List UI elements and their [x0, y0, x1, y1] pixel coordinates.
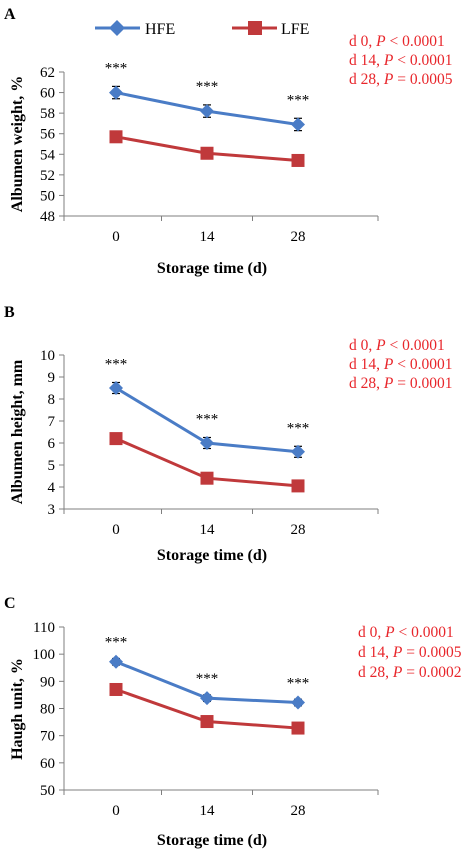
- data-point-hfe: [291, 117, 305, 132]
- y-tick-label: 56: [40, 127, 56, 143]
- panel-b-plot: 3 4 5 6 7 8 9 10 0 14 28 *** *** ***: [40, 348, 379, 538]
- y-tick-label: 10: [40, 348, 55, 364]
- panel-c-stat-1: d 14, P = 0.0005: [358, 644, 462, 661]
- y-tick-label: 4: [48, 480, 56, 496]
- data-point-hfe: [109, 381, 123, 395]
- data-point-lfe: [200, 715, 214, 729]
- data-point-lfe: [109, 432, 123, 446]
- data-point-hfe: [200, 436, 214, 450]
- panel-b-stat-2: d 28, P = 0.0001: [349, 375, 452, 392]
- data-point-hfe: [200, 104, 214, 119]
- y-tick-label: 5: [48, 458, 56, 474]
- data-point-lfe: [109, 682, 123, 696]
- panel-a-xlabel: Storage time (d): [157, 260, 267, 277]
- data-point-hfe: [291, 695, 305, 710]
- significance-label: ***: [196, 671, 219, 687]
- x-tick-label: 14: [200, 229, 216, 245]
- y-tick-label: 54: [40, 147, 56, 163]
- x-tick-label: 14: [200, 803, 216, 819]
- data-point-lfe: [291, 479, 305, 493]
- data-point-lfe: [200, 146, 214, 160]
- y-tick-label: 50: [40, 188, 55, 204]
- x-tick-label: 0: [112, 522, 120, 538]
- significance-label: ***: [287, 675, 310, 691]
- significance-label: ***: [196, 79, 219, 95]
- panel-c-xlabel: Storage time (d): [157, 832, 267, 849]
- x-tick-label: 0: [112, 229, 120, 245]
- legend-lfe-label: LFE: [281, 21, 309, 38]
- data-point-lfe: [109, 130, 123, 144]
- panel-b-xlabel: Storage time (d): [157, 547, 267, 564]
- panel-b-ylabel: Albumen height, mm: [9, 359, 26, 504]
- significance-label: ***: [105, 357, 128, 373]
- x-tick-label: 0: [112, 803, 120, 819]
- y-tick-label: 70: [40, 729, 55, 745]
- y-tick-label: 110: [33, 620, 55, 636]
- y-tick-label: 6: [48, 436, 56, 452]
- panel-b-stat-1: d 14, P < 0.0001: [349, 356, 452, 373]
- panel-c-stat-2: d 28, P = 0.0002: [358, 664, 461, 681]
- panel-c-stat-0: d 0, P < 0.0001: [358, 624, 454, 641]
- panel-c-plot: 50 60 70 80 90 100 110 0 14 28 *** *** ***: [33, 620, 379, 819]
- panel-a-ylabel: Albumen weight, %: [9, 76, 26, 212]
- significance-label: ***: [287, 420, 310, 436]
- x-tick-label: 14: [200, 522, 216, 538]
- panel-c: C Haugh unit, % 50 60 70 80 90 100 110 0 14 28 ***…: [4, 595, 462, 849]
- legend: HFE LFE: [95, 20, 309, 38]
- panel-a-plot: 48 50 52 54 56 58 60 62 0 14 28 *** *** ***: [40, 60, 379, 245]
- data-point-hfe: [291, 444, 305, 459]
- panel-c-ylabel: Haugh unit, %: [9, 658, 26, 760]
- y-tick-label: 100: [33, 647, 56, 663]
- y-tick-label: 50: [40, 783, 55, 799]
- panel-b: B Albumen height, mm 3 4 5 6 7 8 9 10 0 14 28 *** **…: [4, 304, 452, 564]
- y-tick-label: 90: [40, 674, 55, 690]
- y-tick-label: 48: [40, 209, 55, 225]
- data-point-lfe: [291, 721, 305, 735]
- data-point-hfe: [109, 85, 123, 100]
- data-point-hfe: [200, 691, 214, 706]
- panel-a-letter: A: [4, 6, 16, 23]
- significance-label: ***: [287, 92, 310, 108]
- y-tick-label: 60: [40, 86, 55, 102]
- legend-lfe-marker: [248, 21, 262, 35]
- panel-b-letter: B: [4, 304, 15, 321]
- panel-c-letter: C: [4, 595, 16, 612]
- y-tick-label: 7: [48, 414, 56, 430]
- y-tick-label: 80: [40, 702, 55, 718]
- data-point-hfe: [109, 654, 123, 669]
- panel-b-stat-0: d 0, P < 0.0001: [349, 337, 445, 354]
- legend-hfe-label: HFE: [145, 21, 175, 38]
- significance-label: ***: [105, 60, 128, 76]
- panel-a-stat-2: d 28, P = 0.0005: [349, 71, 453, 88]
- panel-a: A HFE LFE Albumen weight, % 48 50 52 54 56 58…: [4, 6, 453, 277]
- y-tick-label: 58: [40, 106, 55, 122]
- x-tick-label: 28: [291, 522, 306, 538]
- panel-a-stat-1: d 14, P < 0.0001: [349, 52, 452, 69]
- x-tick-label: 28: [291, 229, 306, 245]
- data-point-lfe: [200, 471, 214, 485]
- y-tick-label: 9: [48, 370, 56, 386]
- y-tick-label: 3: [48, 502, 56, 518]
- panel-a-stat-0: d 0, P < 0.0001: [349, 33, 445, 50]
- y-tick-label: 52: [40, 168, 55, 184]
- y-tick-label: 62: [40, 65, 55, 81]
- data-point-lfe: [291, 153, 305, 167]
- significance-label: ***: [196, 412, 219, 428]
- significance-label: ***: [105, 635, 128, 651]
- y-tick-label: 60: [40, 756, 55, 772]
- x-tick-label: 28: [291, 803, 306, 819]
- y-tick-label: 8: [48, 392, 56, 408]
- legend-hfe-marker: [109, 20, 125, 36]
